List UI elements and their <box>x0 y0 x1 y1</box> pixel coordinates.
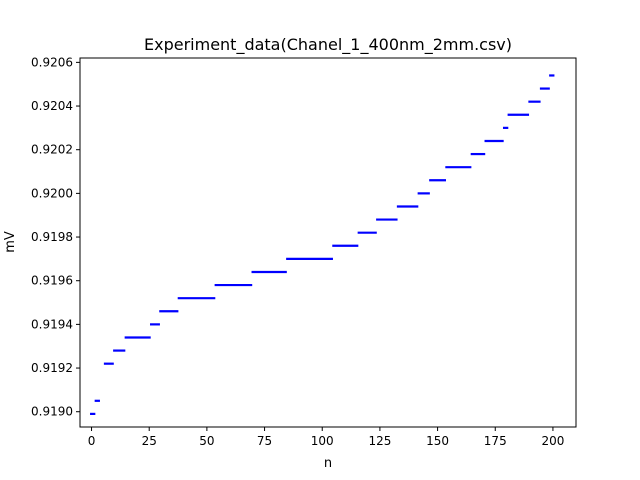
y-tick-label: 0.9194 <box>31 317 73 331</box>
y-tick-label: 0.9198 <box>31 230 73 244</box>
y-axis: 0.9190 0.9192 0.9194 0.9196 0.9198 0.9200 0.92… <box>31 55 80 419</box>
y-tick-label: 0.9200 <box>31 186 73 200</box>
x-tick-label: 150 <box>426 434 449 448</box>
y-tick-label: 0.9206 <box>31 55 73 69</box>
x-tick-label: 175 <box>484 434 507 448</box>
x-tick-label: 200 <box>541 434 564 448</box>
y-axis-label: mV <box>3 231 18 253</box>
y-tick-label: 0.9192 <box>31 361 73 375</box>
x-tick-label: 50 <box>199 434 214 448</box>
y-tick-label: 0.9202 <box>31 143 73 157</box>
y-tick-label: 0.9204 <box>31 99 73 113</box>
x-axis: 0 25 50 75 100 125 150 175 200 <box>88 427 564 448</box>
x-tick-label: 100 <box>311 434 334 448</box>
x-axis-label: n <box>324 456 332 471</box>
x-tick-label: 125 <box>368 434 391 448</box>
x-tick-label: 75 <box>257 434 272 448</box>
chart-title: Experiment_data(Chanel_1_400nm_2mm.csv) <box>144 35 512 55</box>
plot-frame <box>79 57 577 428</box>
y-tick-label: 0.9196 <box>31 274 73 288</box>
x-tick-label: 25 <box>142 434 157 448</box>
y-tick-label: 0.9190 <box>31 405 73 419</box>
x-tick-label: 0 <box>88 434 96 448</box>
data-layer <box>90 74 555 415</box>
plot-area <box>79 57 577 428</box>
